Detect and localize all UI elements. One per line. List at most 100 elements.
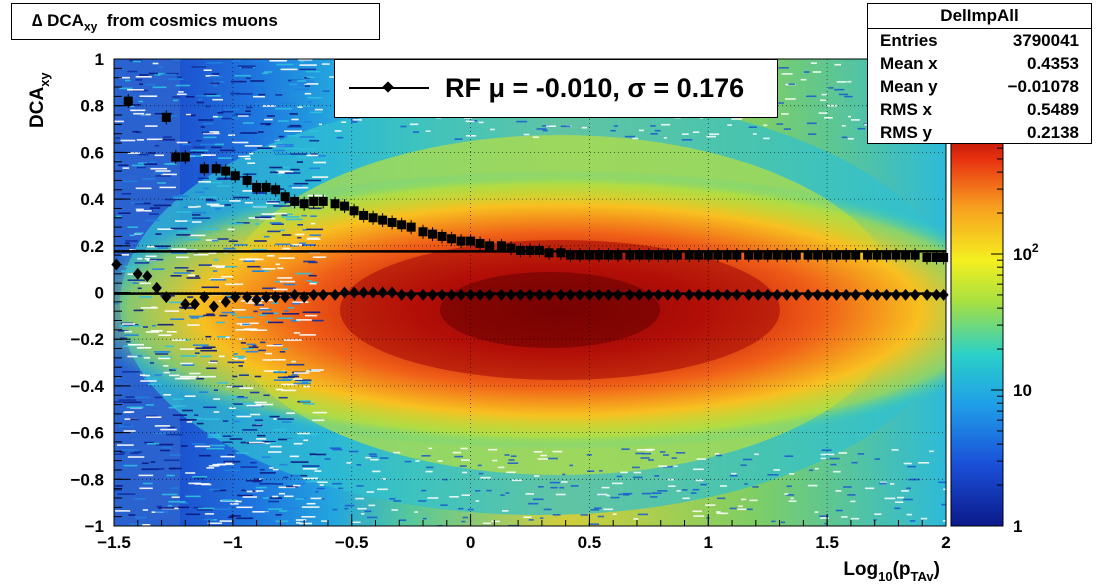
mean-point [242,291,253,304]
stats-label: Mean y [880,77,938,96]
mean-point [731,288,742,301]
title-suffix: from cosmics muons [106,11,278,30]
y-tick-label: 1 [95,50,104,69]
y-tick-label: −0.8 [70,470,104,489]
mean-point [593,288,604,301]
z-tick-label: 10 [1013,381,1032,400]
z-tick-label: 1 [1013,517,1022,536]
mean-point [251,293,262,306]
mean-point [643,288,654,301]
mean-point [900,288,911,301]
mean-point [261,291,272,304]
mean-point [612,288,623,301]
plot-title: ∆ DCAxy from cosmics muons [11,3,380,40]
y-tick-label: 0.8 [80,97,104,116]
legend-diamond-marker [382,81,394,93]
mean-point [772,288,783,301]
mean-point [653,288,664,301]
mean-point [850,288,861,301]
mean-point [722,288,733,301]
mean-point [743,288,754,301]
stats-row-entries: Entries 3790041 [868,29,1091,52]
mean-point [803,288,814,301]
mean-point [921,288,932,301]
mean-point [456,288,467,301]
mean-point [693,288,704,301]
mean-point [822,288,833,301]
mean-point [712,288,723,301]
mean-point [189,298,200,311]
stats-label: Mean x [880,54,938,73]
mean-point [368,286,379,299]
mean-point [475,288,486,301]
mean-point [703,288,714,301]
x-tick-label: 0.5 [578,533,602,552]
mean-point [427,288,438,301]
mean-point [377,286,388,299]
mean-point [753,288,764,301]
mean-point [891,288,902,301]
mean-point [339,286,350,299]
mean-point [387,286,398,299]
mean-point [555,288,566,301]
mean-point [872,288,883,301]
mean-point [349,286,360,299]
stats-row-mean-y: Mean y −0.01078 [868,75,1091,98]
mean-point [132,267,143,280]
x-tick-label: 0 [466,533,475,552]
mean-point [812,288,823,301]
mean-point [881,288,892,301]
mean-point [931,288,942,301]
mean-point [634,288,645,301]
mean-point [270,291,281,304]
mean-point [862,288,873,301]
mean-point [841,288,852,301]
y-tick-label: 0 [95,284,104,303]
mean-point [358,286,369,299]
stats-row-rms-x: RMS x 0.5489 [868,98,1091,121]
x-tick-label: −0.5 [335,533,369,552]
mean-point [280,291,291,304]
mean-point [199,291,210,304]
mean-point [318,288,329,301]
mean-point [299,291,310,304]
mean-point [762,288,773,301]
mean-point [603,288,614,301]
mean-point [180,298,191,311]
title-prefix: ∆ DCA [32,11,84,30]
mean-point [308,288,319,301]
color-bar [951,118,1003,526]
x-tick-label: 1 [704,533,713,552]
x-tick-label: 1.5 [815,533,839,552]
mean-point [505,288,516,301]
mean-point [791,288,802,301]
mean-point [525,288,535,301]
mean-point [161,291,172,304]
mean-point [142,270,153,283]
mean-point [672,288,683,301]
mean-point [515,288,526,301]
mean-point [396,288,407,301]
mean-point [574,288,585,301]
mean-point [684,288,695,301]
stats-value: 0.2138 [1027,123,1079,142]
stats-row-mean-x: Mean x 0.4353 [868,52,1091,75]
mean-point [446,288,457,301]
y-tick-label: 0.4 [80,190,104,209]
x-tick-label: −1 [223,533,242,552]
mean-point [624,288,635,301]
legend-text: RF μ = -0.010, σ = 0.176 [445,73,745,103]
x-axis-title: Log10(pTAv) [843,559,940,584]
mean-point [544,288,555,301]
mean-point [910,288,921,301]
x-tick-label: −1.5 [97,533,131,552]
mean-point [831,288,842,301]
mean-point [330,288,341,301]
y-tick-label: 0.6 [80,143,104,162]
mean-point [151,281,162,294]
y-tick-label: 0.2 [80,237,104,256]
mean-point [662,288,673,301]
mean-point [406,288,417,301]
mean-point [418,288,429,301]
